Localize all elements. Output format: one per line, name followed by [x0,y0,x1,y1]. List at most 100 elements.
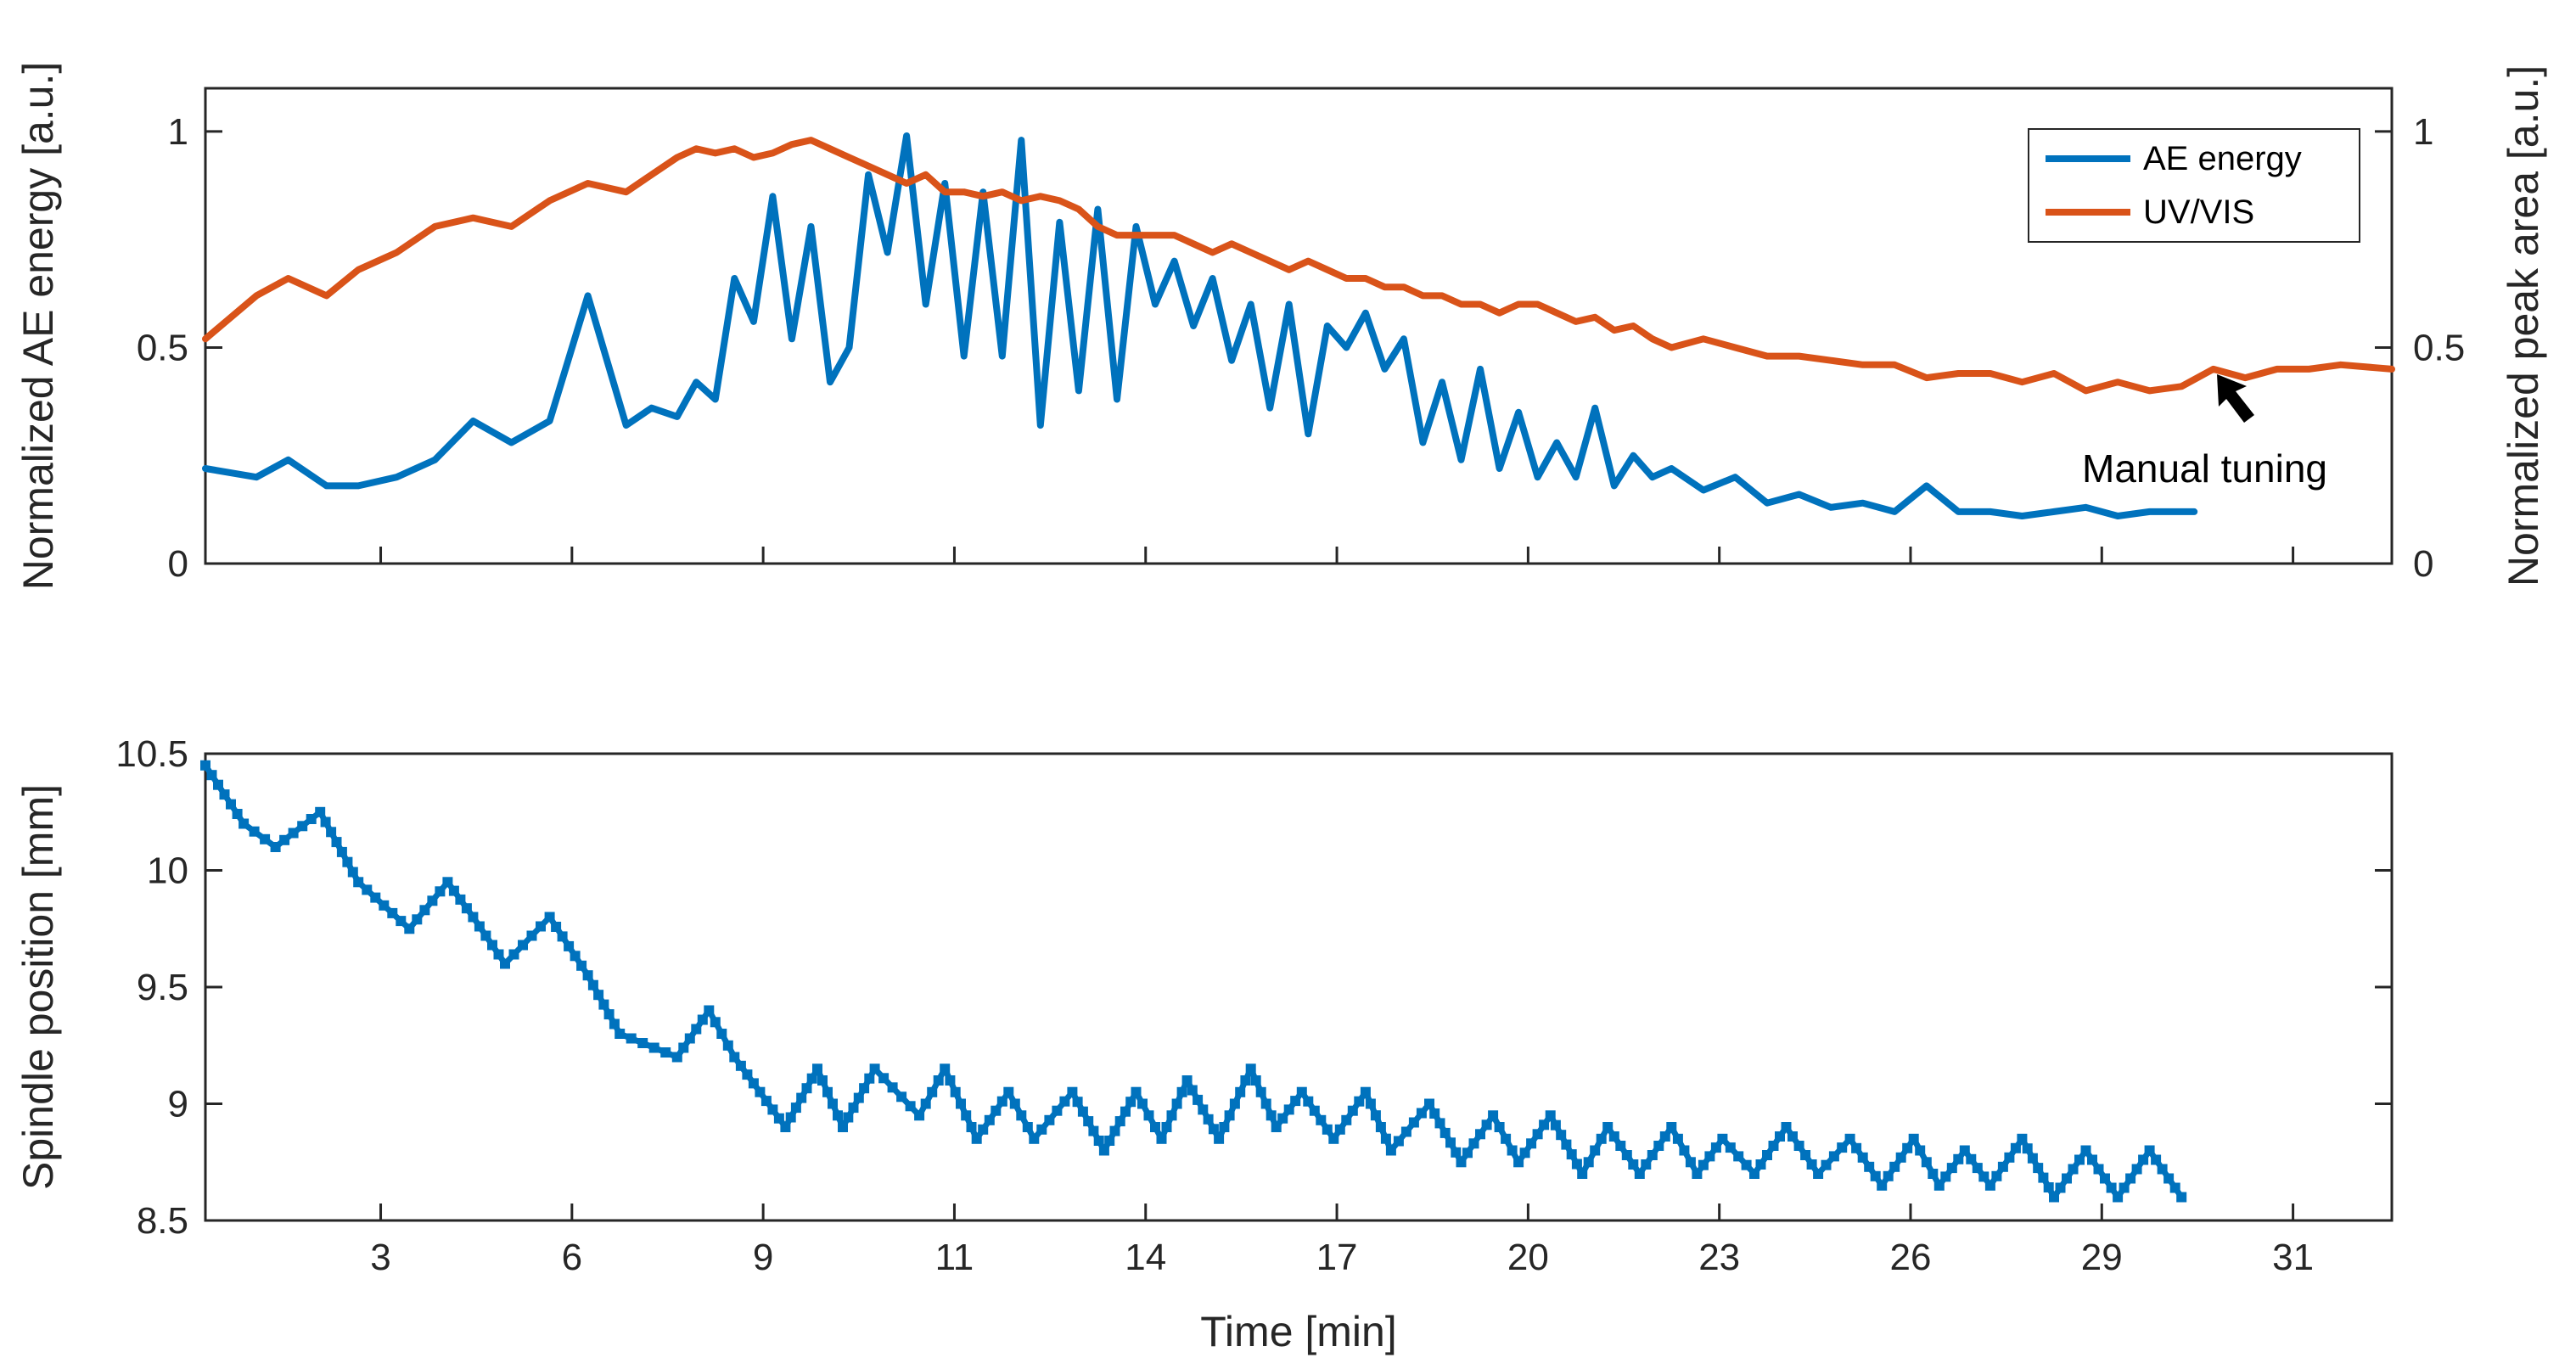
top-ytick-left-label: 0 [168,543,188,585]
spindle-marker [1400,1126,1411,1137]
spindle-marker [1245,1063,1256,1074]
spindle-marker [1385,1145,1396,1156]
spindle-marker [1526,1138,1537,1149]
spindle-marker [896,1091,907,1102]
spindle-marker [587,979,598,990]
spindle-marker [864,1073,875,1084]
spindle-marker [1214,1133,1225,1144]
spindle-marker [817,1075,828,1086]
spindle-marker [2038,1172,2049,1183]
spindle-marker [1370,1110,1381,1121]
spindle-marker [742,1069,753,1080]
spindle-marker [710,1017,721,1028]
top-plot-area [204,87,2394,565]
spindle-marker [1519,1147,1530,1159]
spindle-marker [950,1086,961,1097]
bottom-xtick-label: 3 [370,1237,390,1278]
spindle-marker [331,837,342,848]
spindle-marker [966,1122,977,1132]
spindle-marker [603,1009,615,1020]
spindle-marker [474,921,485,932]
spindle-marker [1583,1157,1594,1168]
spindle-marker [1895,1152,1906,1163]
spindle-marker [1659,1131,1670,1142]
spindle-marker [796,1092,807,1103]
spindle-marker [878,1073,890,1084]
spindle-marker [2125,1173,2136,1184]
bottom-series [200,760,2187,1203]
spindle-marker [2062,1173,2072,1184]
spindle-marker [1044,1114,1055,1125]
spindle-marker [200,760,210,771]
spindle-marker [1224,1110,1235,1121]
spindle-marker [767,1104,778,1115]
spindle-marker [927,1086,938,1097]
spindle-marker [412,914,423,925]
spindle-marker [1768,1141,1779,1151]
spindle-marker [1561,1139,1572,1150]
spindle-marker [1296,1086,1307,1097]
spindle-marker [1566,1149,1577,1160]
spindle-marker [270,842,281,852]
spindle-marker [1109,1125,1120,1136]
bottom-ytick-label: 9.5 [137,967,188,1008]
spindle-marker [1966,1153,1977,1164]
bottom-xlabel: Time [min] [1200,1308,1397,1355]
spindle-marker [2017,1133,2028,1144]
spindle-marker [526,930,537,941]
spindle-marker [1953,1153,1964,1164]
spindle-marker [1334,1124,1345,1135]
spindle-marker [279,834,290,845]
spindle-marker [1608,1131,1619,1142]
spindle-marker [1488,1110,1499,1121]
spindle-marker [914,1110,925,1121]
spindle-marker [1072,1097,1083,1108]
spindle-marker [326,827,337,838]
top-ticks: 0 0 0.5 0.5 1 1 [137,111,2465,585]
bottom-xtick-label: 17 [1316,1237,1358,1278]
spindle-marker [1577,1169,1588,1179]
spindle-marker [1946,1163,1957,1174]
spindle-marker [956,1098,966,1109]
spindle-marker [1408,1117,1419,1128]
spindle-marker [1928,1169,1939,1179]
annotation-arrow-icon [2217,374,2254,423]
spindle-marker [2176,1192,2187,1203]
spindle-marker [1059,1096,1070,1107]
bottom-xtick-label: 20 [1507,1237,1549,1278]
spindle-marker [1375,1122,1386,1132]
spindle-marker [780,1122,791,1132]
bottom-ylabel: Spindle position [mm] [14,784,62,1190]
spindle-marker [1161,1122,1172,1132]
spindle-marker [1003,1086,1014,1097]
spindle-marker [1602,1122,1614,1132]
spindle-marker [828,1098,838,1109]
spindle-marker [684,1033,695,1044]
legend: AE energy UV/VIS [2028,128,2360,243]
spindle-marker [1093,1136,1104,1146]
spindle-marker [1775,1131,1785,1142]
spindle-marker [2119,1182,2130,1193]
annotation-manual-tuning: Manual tuning [2082,374,2327,491]
spindle-marker [226,799,236,810]
spindle-marker [1634,1169,1645,1179]
spindle-marker [2169,1182,2180,1193]
spindle-marker [493,949,504,960]
spindle-marker [1240,1075,1251,1086]
spindle-marker [239,818,250,829]
spindle-marker [1036,1124,1047,1135]
spindle-marker [213,779,223,790]
spindle-marker [1978,1171,1990,1182]
spindle-marker [1615,1141,1626,1151]
spindle-marker [920,1098,931,1109]
spindle-marker [1250,1075,1261,1086]
spindle-marker [396,916,407,927]
spindle-marker [691,1024,702,1035]
spindle-marker [582,970,593,981]
spindle-marker [1052,1105,1063,1116]
spindle-marker [1083,1116,1094,1127]
spindle-marker [1208,1124,1219,1135]
spindle-marker [760,1096,772,1107]
spindle-marker [2004,1152,2015,1163]
spindle-marker [984,1114,995,1125]
